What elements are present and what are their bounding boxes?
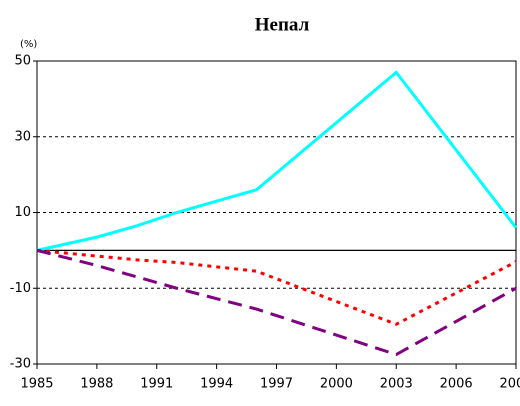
y-tick-label: 10: [14, 205, 31, 220]
y-tick-label: 50: [14, 54, 31, 69]
data-line: [36, 70, 518, 252]
x-tick-label: 2003: [380, 377, 413, 392]
x-tick-label: 1991: [140, 377, 173, 392]
y-axis-label: (%): [20, 39, 37, 50]
x-tick-label: 1988: [80, 377, 113, 392]
x-tick-label: 2006: [440, 377, 473, 392]
chart-title: Непал: [255, 14, 310, 35]
x-tick-label: 1994: [200, 377, 233, 392]
x-tick-label: 2009: [499, 377, 520, 392]
x-tick-label: 1997: [260, 377, 293, 392]
plot-frame: [36, 60, 517, 365]
data-line: [36, 248, 517, 326]
y-tick-label: -10: [10, 281, 31, 296]
x-tick-label: 1985: [20, 377, 53, 392]
data-line: [36, 248, 517, 357]
y-tick-label: -30: [10, 357, 31, 372]
y-tick-label: 30: [14, 129, 31, 144]
x-tick-label: 2000: [320, 377, 353, 392]
